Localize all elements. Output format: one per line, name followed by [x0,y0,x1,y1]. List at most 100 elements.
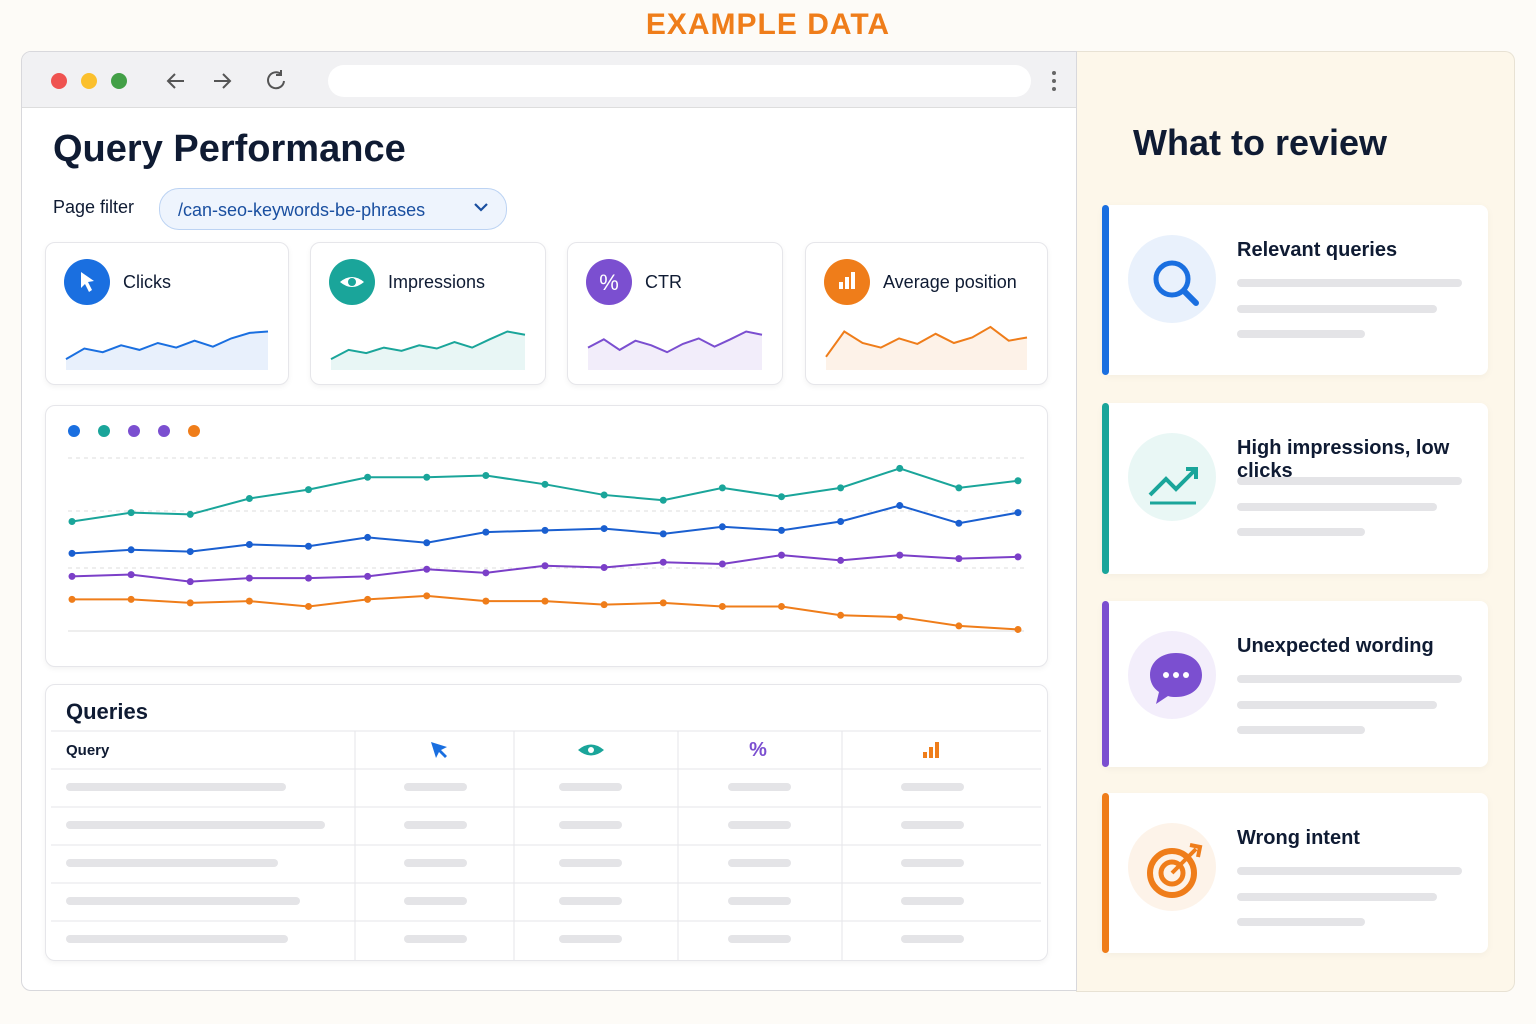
data-point [482,528,490,536]
data-point [186,548,194,556]
browser-toolbar [22,52,1076,108]
placeholder [66,897,300,905]
filter-value: /can-seo-keywords-be-phrases [178,200,426,220]
review-item: Wrong intent [1102,793,1488,953]
data-point [896,551,904,559]
data-point [68,572,76,580]
data-point [423,539,431,547]
data-point [837,517,845,525]
placeholder [901,783,964,791]
placeholder [901,897,964,905]
kpi-icon: % [586,259,632,305]
data-point [718,484,726,492]
sparkline-line [330,330,526,360]
data-point [778,551,785,559]
placeholder [66,821,325,829]
data-point [600,491,608,499]
kpi-label: CTR [645,272,682,292]
data-point [718,560,726,568]
placeholder [901,821,964,829]
data-point [245,494,253,502]
data-point [837,556,845,564]
sparkline-area [826,326,1027,370]
data-point [305,486,312,494]
data-point [600,601,608,609]
placeholder [1237,528,1365,536]
data-point [896,613,904,621]
sparkline-area [331,331,525,370]
placeholder [559,859,622,867]
data-point [1014,553,1022,561]
data-point [778,526,785,534]
kpi-icon [329,259,375,305]
data-point [127,595,135,603]
address-bar[interactable] [328,65,1031,97]
review-item: Relevant queries [1102,205,1488,375]
table-title: Queries [66,699,148,724]
data-point [600,525,608,533]
data-point [423,592,431,600]
data-point [659,496,667,504]
placeholder [1237,867,1462,875]
review-stripe [1102,601,1109,767]
data-point [364,473,372,481]
placeholder [404,859,467,867]
data-point [778,602,785,610]
data-point [186,510,194,518]
legend-dot [98,425,110,437]
placeholder [728,821,791,829]
data-point [1014,625,1022,633]
data-point [68,595,76,603]
data-point [955,519,963,527]
kpi-label: Impressions [388,272,486,292]
placeholder [66,783,286,791]
data-point [482,597,490,605]
kpi-card: Average position [805,242,1048,385]
placeholder [404,897,467,905]
kpi-card: % CTR [567,242,783,385]
data-point [955,484,963,492]
nav-arrows[interactable] [166,73,232,89]
data-point [245,597,253,605]
data-point [837,484,845,492]
sparkline-line [65,330,269,360]
data-point [718,602,726,610]
placeholder [901,935,964,943]
placeholder [559,783,622,791]
data-point [423,473,431,481]
placeholder [728,897,791,905]
placeholder [66,859,278,867]
toolbar-icons [51,65,1056,97]
data-point [541,597,549,605]
filter-dropdown[interactable]: /can-seo-keywords-be-phrases [159,188,507,230]
data-point [364,533,372,541]
data-point [423,565,431,573]
svg-text:%: % [749,739,767,761]
sparkline-line [825,325,1028,358]
data-point [778,493,785,501]
kpi-card: Impressions [310,242,546,385]
data-point [659,530,667,538]
placeholder [559,935,622,943]
table-grid: % [51,730,1041,960]
line-chart [68,425,1024,633]
sparkline-area [66,331,268,370]
sparkline [330,330,526,370]
chevron [474,203,488,212]
placeholder [404,935,467,943]
data-point [482,569,490,577]
series-line [71,467,1019,523]
reload[interactable] [267,70,285,90]
filter-label: Page filter [53,197,135,217]
placeholder [404,783,467,791]
review-item: Unexpected wording [1102,601,1488,767]
data-point [955,622,963,630]
placeholder [1237,330,1365,338]
placeholder [1237,477,1462,485]
kpi-label: Average position [883,272,1017,292]
placeholder [1237,675,1462,683]
legend-dot [188,425,200,437]
review-icon [1128,235,1216,323]
data-point [659,558,667,566]
data-point [127,546,135,554]
